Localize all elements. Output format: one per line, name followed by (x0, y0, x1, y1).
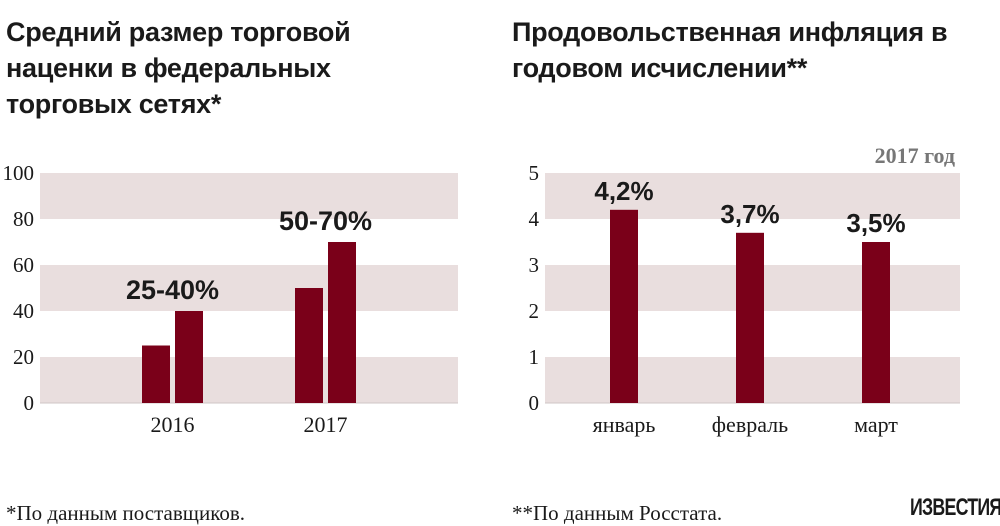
x-tick-label: январь (593, 412, 656, 437)
data-label: 4,2% (594, 176, 653, 206)
chart-subtitle: 2017 год (875, 143, 955, 168)
footnote-rosstat: **По данным Росстата. (512, 501, 723, 525)
data-label: 3,7% (720, 199, 779, 229)
footnote-suppliers: *По данным поставщиков. (6, 501, 246, 525)
grid-band (40, 173, 458, 219)
x-tick-label: 2017 (304, 412, 348, 437)
data-label: 50-70% (279, 206, 372, 236)
x-tick-label: февраль (712, 412, 788, 437)
y-tick-label: 80 (13, 207, 34, 231)
bar (328, 242, 356, 403)
data-label: 3,5% (846, 208, 905, 238)
chart-title-inflation: Продовольственная инфляция в годовом исч… (512, 17, 948, 83)
y-tick-label: 1 (529, 345, 540, 369)
x-tick-label: 2016 (151, 412, 195, 437)
y-tick-label: 2 (529, 299, 540, 323)
bar (295, 288, 323, 403)
izvestia-logo: ИЗВЕСТИЯ (910, 494, 1000, 521)
y-tick-label: 60 (13, 253, 34, 277)
bar (862, 242, 890, 403)
grid-band (40, 265, 458, 311)
y-tick-label: 20 (13, 345, 34, 369)
y-tick-label: 3 (529, 253, 540, 277)
y-tick-label: 0 (24, 391, 35, 415)
y-tick-label: 4 (529, 207, 540, 231)
bar (175, 311, 203, 403)
bar (142, 345, 170, 403)
y-tick-label: 0 (529, 391, 540, 415)
bar (736, 232, 764, 403)
y-tick-label: 100 (3, 161, 35, 185)
data-label: 25-40% (126, 275, 219, 305)
y-tick-label: 5 (529, 161, 540, 185)
bar (610, 209, 638, 403)
chart-title-markup: Средний размер торговой наценки в федера… (6, 17, 351, 119)
x-tick-label: март (854, 412, 898, 437)
y-tick-label: 40 (13, 299, 34, 323)
grid-band (40, 357, 458, 403)
